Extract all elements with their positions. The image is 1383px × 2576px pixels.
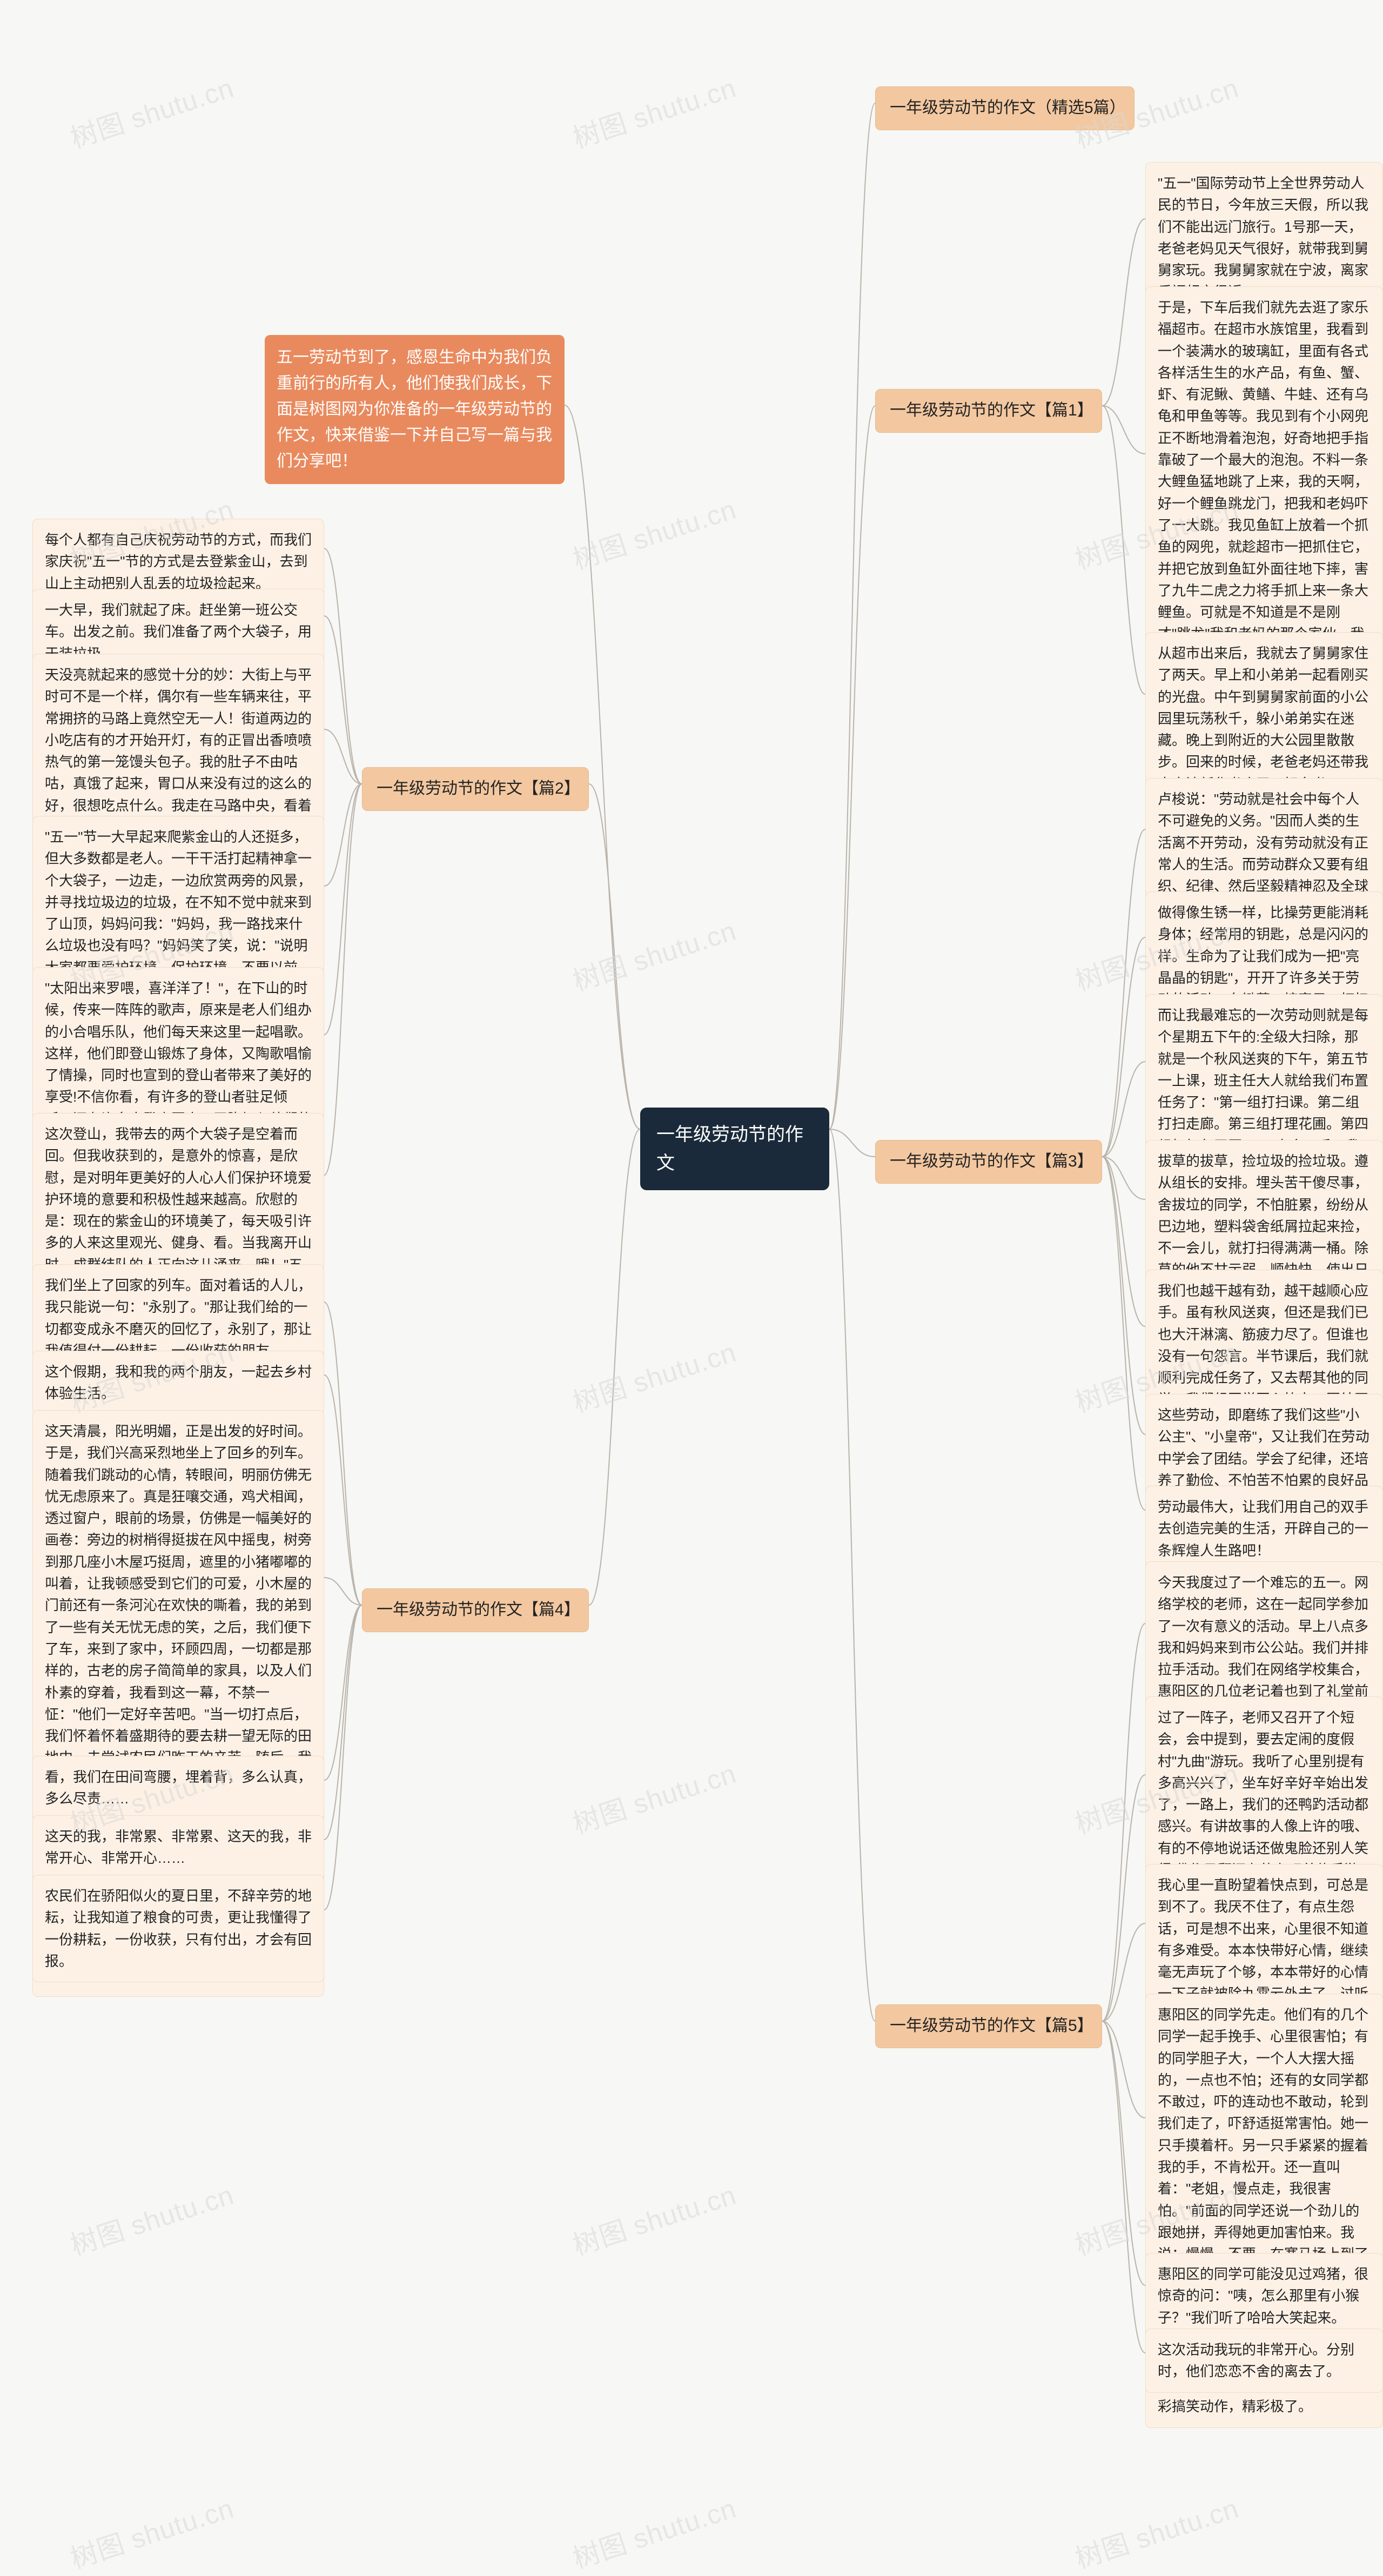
watermark: 树图 shutu.cn xyxy=(65,2174,238,2263)
watermark: 树图 shutu.cn xyxy=(567,66,741,156)
watermark: 树图 shutu.cn xyxy=(567,1752,741,1841)
watermark: 树图 shutu.cn xyxy=(567,909,741,998)
watermark: 树图 shutu.cn xyxy=(567,488,741,577)
watermark: 树图 shutu.cn xyxy=(65,66,238,156)
p4e: 这天的我，非常累、非常累、这天的我，非常开心、非常开心…… xyxy=(32,1815,324,1880)
watermark: 树图 shutu.cn xyxy=(567,2174,741,2263)
intro: 五一劳动节到了，感恩生命中为我们负重前行的所有人，他们使我们成长，下面是树图网为… xyxy=(265,335,565,484)
watermark: 树图 shutu.cn xyxy=(1070,2487,1243,2576)
p5: 一年级劳动节的作文【篇5】 xyxy=(875,2004,1102,2048)
watermark: 树图 shutu.cn xyxy=(567,1331,741,1420)
p4d: 看，我们在田间弯腰，埋着背，多么认真，多么尽责…… xyxy=(32,1756,324,1820)
p4b: 这个假期，我和我的两个朋友，一起去乡村体验生活。 xyxy=(32,1351,324,1415)
p3g: 劳动最伟大，让我们用自己的双手去创造完美的生活，开辟自己的一条辉煌人生路吧！ xyxy=(1145,1486,1383,1572)
p4: 一年级劳动节的作文【篇4】 xyxy=(362,1588,589,1632)
p5e: 惠阳区的同学可能没见过鸡猪，很惊奇的问："咦，怎么那里有小猴子？"我们听了哈哈大… xyxy=(1145,2253,1383,2339)
p4f: 农民们在骄阳似火的夏日里，不辞辛劳的地耘，让我知道了粮食的可贵，更让我懂得了一份… xyxy=(32,1875,324,1982)
p3: 一年级劳动节的作文【篇3】 xyxy=(875,1140,1102,1184)
watermark: 树图 shutu.cn xyxy=(567,2487,741,2576)
watermark: 树图 shutu.cn xyxy=(65,2487,238,2576)
title: 一年级劳动节的作文（精选5篇） xyxy=(875,86,1134,130)
p2: 一年级劳动节的作文【篇2】 xyxy=(362,767,589,811)
root: 一年级劳动节的作文 xyxy=(640,1108,829,1190)
p1: 一年级劳动节的作文【篇1】 xyxy=(875,389,1102,433)
p5f: 这次活动我玩的非常开心。分别时，他们恋恋不舍的离去了。 xyxy=(1145,2329,1383,2393)
